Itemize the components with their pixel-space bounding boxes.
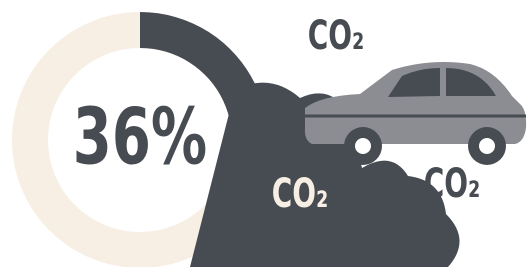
- hub: [355, 138, 371, 154]
- chart: 36% CO₂ CO₂ CO₂: [0, 0, 527, 267]
- co2-label: CO₂: [308, 13, 365, 59]
- center-label: 36%: [73, 92, 207, 183]
- hub: [479, 138, 495, 154]
- co2-label: CO₂: [272, 171, 329, 217]
- co2-label: CO₂: [424, 161, 481, 207]
